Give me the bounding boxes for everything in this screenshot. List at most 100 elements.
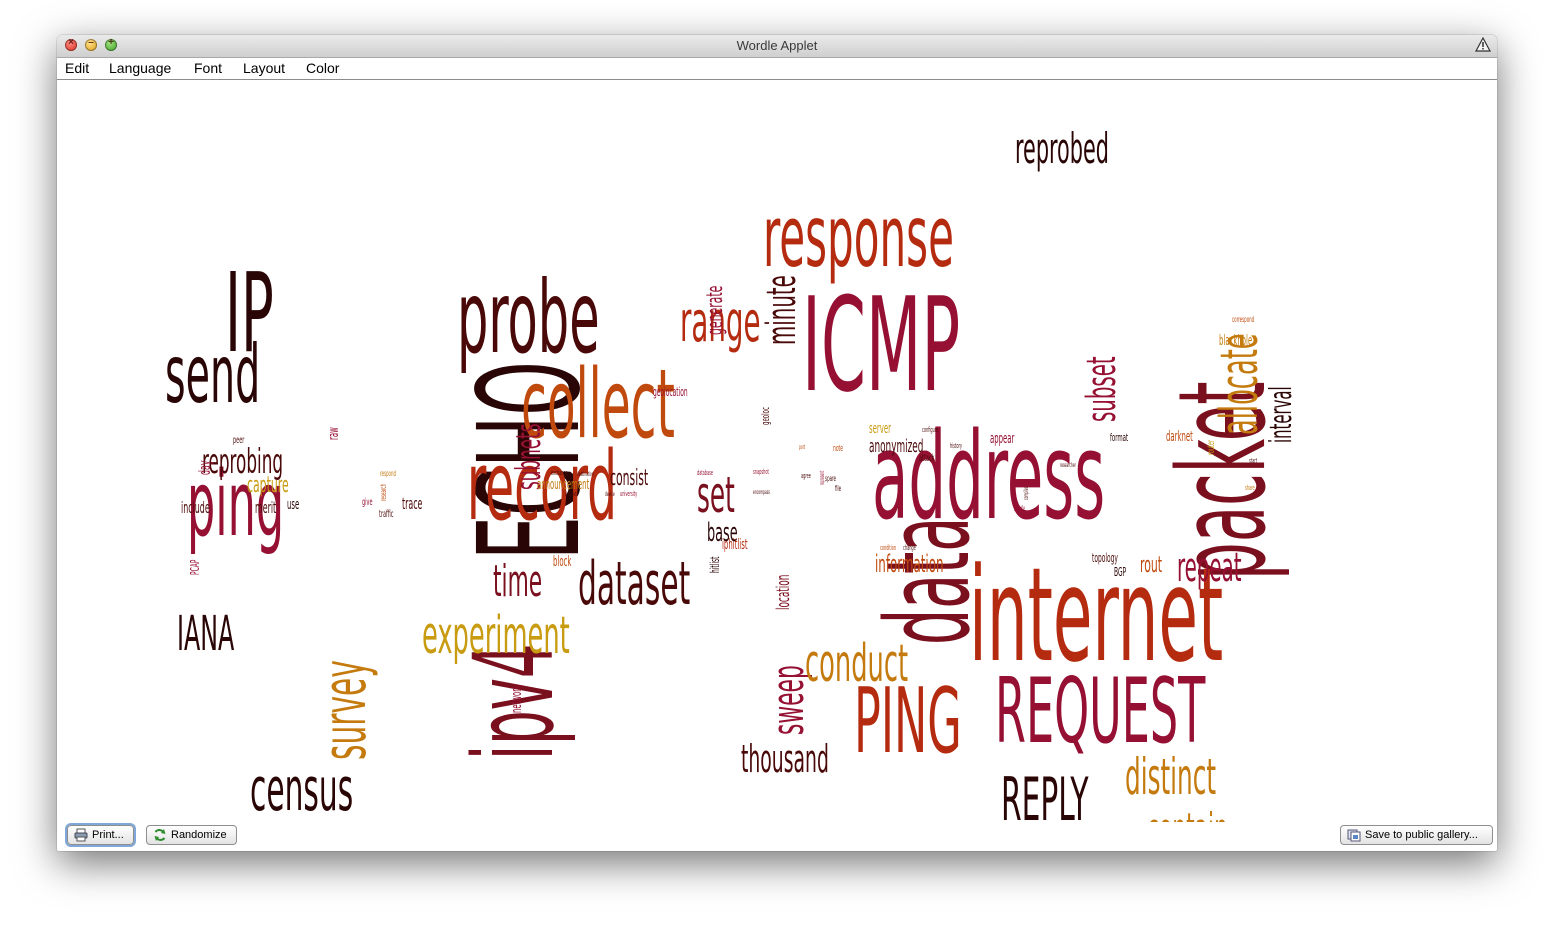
word-reprobing: reprobing [202,442,284,482]
word-block: block [553,554,572,570]
menu-edit-label: Edit [65,60,90,76]
word-interval: interval [1264,386,1299,443]
word-represent: represent [819,470,826,485]
randomize-button[interactable]: Randomize [146,825,237,845]
title-bar[interactable]: × – + Wordle Applet [57,35,1497,58]
word-census: census [250,755,354,822]
word-internet: internet [969,539,1224,691]
word-day: day [195,460,214,475]
word-peer: peer [233,435,245,446]
word-location: location [773,574,794,610]
menu-color-label: Color [306,60,340,76]
printer-icon [74,828,88,842]
zoom-window-button[interactable]: + [105,37,117,51]
word-snapshot: snapshot [753,468,769,476]
word-darknet: darknet [1166,429,1193,445]
word-use: use [287,497,300,513]
zoom-icon: + [108,37,114,48]
word-conduct: conduct [805,634,909,694]
word-request: REQUEST [995,659,1206,764]
word-change: change [903,544,916,552]
word-database: database [697,469,714,477]
word-compiles: compiles [1023,486,1030,500]
word-reprobed: reprobed [1015,124,1109,173]
word-experiment: experiment [422,606,570,666]
word-server: server [869,421,891,437]
word-cloud-canvas[interactable]: IP send ping ECHO ipv4 census survey IANA reprob… [57,80,1497,823]
menu-font-label: Font [194,60,223,76]
word-time: time [493,556,543,607]
menu-color[interactable]: Color [306,60,339,76]
word-researcher: researcher [1060,462,1076,469]
word-ping: PING [854,669,962,774]
word-appear: appear [990,431,1015,447]
word-address: address [872,408,1106,547]
menu-font[interactable]: Font [194,60,222,76]
word-merit: merit [255,498,277,517]
menu-layout-label: Layout [243,60,286,76]
word-bgp: BGP [1114,565,1127,579]
word-correspond: correspond [1232,315,1255,324]
print-button-label: Print... [92,829,124,841]
word-university: university [620,490,638,498]
menu-layout[interactable]: Layout [243,60,285,76]
word-destination: destination [577,471,594,478]
word-blackhole: blackhole [1219,333,1253,349]
word-base: base [707,518,738,548]
word-exchange: exchange [551,469,568,477]
word-consist: consist [610,466,649,491]
word-record: record [467,432,617,542]
word-generate: generate [703,285,728,335]
word-datasets: datasets [565,491,578,498]
word-geoloc: geoloc [759,407,772,425]
minimize-window-button[interactable]: – [85,37,97,51]
word-probe: probe [457,259,600,376]
word-trace: trace [402,494,423,513]
word-format: format [1110,431,1129,444]
word-announcement: announcement [537,477,590,493]
word-port: port [799,444,806,451]
word-study: study [1014,504,1025,513]
word-share: share [1245,484,1255,492]
word-topology: topology [1092,551,1118,565]
gallery-icon [1347,829,1361,842]
word-device: device [605,491,615,498]
word-agree: agree [801,472,811,480]
word-configure: configure [922,426,939,434]
word-give: give [362,497,373,508]
word-information: information [875,550,944,578]
word-rout: rout [1140,553,1163,578]
word-router: router [1206,439,1217,455]
word-collect: collect [521,350,675,460]
word-survey: survey [310,660,380,760]
close-icon: × [68,37,74,48]
word-send: send [165,328,261,421]
word-traffic: traffic [379,509,394,520]
word-geolocation: geolocation [653,385,688,399]
word-condition: condition [880,544,897,552]
word-repeat: repeat [1177,545,1242,591]
menu-edit[interactable]: Edit [65,60,89,76]
word-pcap: PCAP [188,559,202,575]
warning-icon[interactable] [1475,37,1491,53]
word-research: research [379,483,388,501]
close-window-button[interactable]: × [65,37,77,51]
randomize-button-label: Randomize [171,829,227,841]
menu-language-label: Language [109,60,172,76]
print-button[interactable]: Print... [67,825,134,845]
menu-language[interactable]: Language [109,60,171,76]
word-start: start [1249,457,1258,465]
save-to-gallery-label: Save to public gallery... [1365,829,1478,841]
refresh-icon [154,829,166,841]
word-raw: raw [326,427,342,440]
word-respond: respond [380,469,396,478]
minimize-icon: – [88,37,94,48]
word-subset: subset [1079,356,1125,422]
word-spare: spare [825,474,836,483]
word-range: range [680,290,761,355]
word-file: file [835,484,842,493]
word-distinct: distinct [1125,748,1217,806]
save-to-gallery-button[interactable]: Save to public gallery... [1340,825,1493,845]
word-icmp: ICMP [802,269,961,421]
word-dataset: dataset [578,549,691,619]
